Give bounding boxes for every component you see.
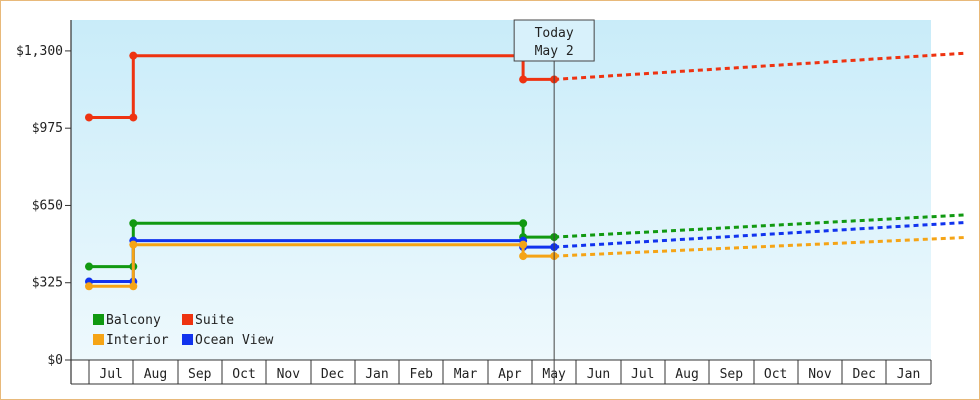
x-tick-label: Feb bbox=[410, 367, 434, 382]
x-tick-label: Mar bbox=[454, 367, 478, 382]
x-tick-label: Dec bbox=[853, 367, 876, 382]
legend-label-suite: Suite bbox=[195, 313, 234, 328]
data-point-balcony bbox=[519, 219, 528, 228]
data-point-balcony bbox=[85, 262, 93, 271]
y-tick-label: $0 bbox=[47, 353, 63, 368]
data-point-suite bbox=[519, 75, 528, 84]
x-tick-label: Nov bbox=[277, 367, 301, 382]
data-point-suite bbox=[129, 51, 138, 60]
today-label: Today bbox=[535, 26, 574, 41]
legend-swatch-interior bbox=[93, 334, 104, 345]
x-tick-label: Oct bbox=[232, 367, 255, 382]
forecast-line-ocean-view bbox=[554, 221, 965, 249]
y-tick-label: $325 bbox=[32, 276, 63, 291]
data-point-balcony bbox=[129, 219, 138, 228]
series-balcony bbox=[85, 213, 965, 271]
series-group bbox=[85, 51, 965, 291]
y-tick-label: $650 bbox=[32, 198, 63, 213]
x-tick-label: Aug bbox=[144, 367, 167, 382]
forecast-line-suite bbox=[554, 51, 965, 81]
x-tick-label: Sep bbox=[720, 367, 744, 382]
legend-swatch-suite bbox=[182, 314, 193, 325]
data-point-suite bbox=[129, 113, 138, 122]
y-tick-label: $975 bbox=[32, 121, 63, 136]
data-point-suite bbox=[85, 113, 93, 122]
legend-label-interior: Interior bbox=[106, 333, 169, 348]
today-date: May 2 bbox=[535, 44, 574, 59]
series-line-ocean-view bbox=[89, 239, 555, 283]
y-tick-label: $1,300 bbox=[16, 44, 63, 59]
data-point-interior bbox=[519, 240, 528, 249]
x-tick-label: Nov bbox=[808, 367, 832, 382]
plot-area bbox=[71, 20, 931, 360]
legend-label-balcony: Balcony bbox=[106, 313, 161, 328]
y-axis: $0 $325 $650 $975 $1,300 bbox=[16, 20, 72, 384]
series-line-balcony bbox=[89, 221, 555, 269]
today-box bbox=[513, 19, 595, 62]
x-tick-label: Aug bbox=[675, 367, 698, 382]
legend: Balcony Suite Interior Ocean View bbox=[93, 313, 273, 348]
x-tick-label: Apr bbox=[498, 367, 522, 382]
x-tick-label: Jun bbox=[587, 367, 610, 382]
legend-swatch-balcony bbox=[93, 314, 104, 325]
today-marker: Today May 2 bbox=[513, 19, 595, 384]
x-tick-label: Oct bbox=[764, 367, 787, 382]
legend-swatch-ocean-view bbox=[182, 334, 193, 345]
data-point-interior bbox=[129, 240, 138, 249]
x-tick-label: Sep bbox=[188, 367, 212, 382]
x-axis: Jul Aug Sep Oct Nov Dec Jan Feb Mar Apr May Jun Jul A… bbox=[71, 359, 932, 385]
data-point-interior bbox=[85, 282, 93, 291]
x-tick-label: Jul bbox=[631, 367, 654, 382]
series-line-interior bbox=[89, 243, 555, 288]
x-tick-label: Jan bbox=[365, 367, 388, 382]
data-point-interior bbox=[129, 282, 138, 291]
data-point-interior bbox=[519, 252, 528, 261]
x-tick-label: Dec bbox=[321, 367, 344, 382]
legend-label-ocean-view: Ocean View bbox=[195, 333, 273, 348]
series-line-suite bbox=[89, 54, 555, 119]
x-tick-label: Jul bbox=[99, 367, 122, 382]
x-tick-label: Jan bbox=[897, 367, 920, 382]
